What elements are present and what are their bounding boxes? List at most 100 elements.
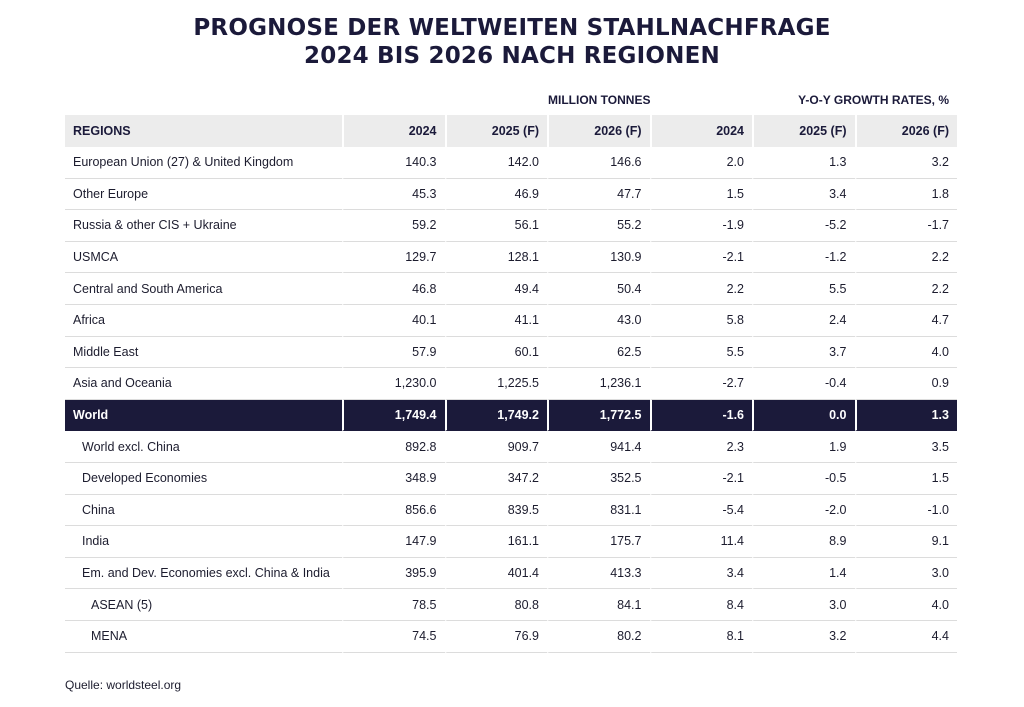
column-header-growth-2025: 2025 (F) [752,115,855,147]
tonnes-2024-cell: 59.2 [342,210,445,242]
region-cell: Africa [65,305,342,337]
tonnes-2026-cell: 1,236.1 [547,368,650,400]
growth-2025-cell: 3.2 [752,620,855,653]
growth-2024-cell: 8.4 [649,589,752,621]
group-label-yoy-growth: Y-O-Y GROWTH RATES, % [798,93,949,107]
growth-2026-cell: 4.0 [854,589,957,621]
table-row: Other Europe 45.3 46.9 47.7 1.5 3.4 1.8 [65,178,957,211]
growth-2026-cell: 0.9 [854,368,957,400]
growth-2026-cell: 1.5 [854,462,957,495]
table-row: European Union (27) & United Kingdom 140.… [65,147,957,179]
tonnes-2025-cell: 142.0 [444,147,547,179]
tonnes-2026-cell: 146.6 [547,147,650,179]
region-cell: Middle East [65,337,342,369]
growth-2025-cell: 3.4 [752,178,855,211]
region-cell: World [65,399,342,432]
tonnes-2024-cell: 57.9 [342,336,445,369]
growth-2026-cell: 3.2 [854,147,957,179]
tonnes-2026-cell: 47.7 [547,178,650,211]
tonnes-2025-cell: 46.9 [444,178,547,211]
growth-2024-cell: -5.4 [649,494,752,527]
tonnes-2024-cell: 1,749.4 [342,399,445,432]
tonnes-2025-cell: 41.1 [444,304,547,337]
growth-2025-cell: 3.0 [752,589,855,621]
region-cell: Russia & other CIS + Ukraine [65,210,342,242]
tonnes-2025-cell: 909.7 [444,431,547,463]
growth-2026-cell: 9.1 [854,526,957,558]
tonnes-2025-cell: 161.1 [444,526,547,558]
tonnes-2025-cell: 401.4 [444,557,547,590]
growth-2026-cell: 4.7 [854,304,957,337]
region-cell: China [65,495,342,527]
table-row: USMCA 129.7 128.1 130.9 -2.1 -1.2 2.2 [65,241,957,274]
growth-2024-cell: 2.3 [649,431,752,463]
growth-2024-cell: 5.5 [649,336,752,369]
tonnes-2025-cell: 76.9 [444,620,547,653]
tonnes-2026-cell: 831.1 [547,494,650,527]
column-header-tonnes-2025: 2025 (F) [444,115,547,147]
tonnes-2025-cell: 1,225.5 [444,368,547,400]
tonnes-2026-cell: 55.2 [547,210,650,242]
growth-2024-cell: 2.2 [649,273,752,305]
growth-2025-cell: 1.4 [752,557,855,590]
tonnes-2026-cell: 352.5 [547,462,650,495]
group-label-million-tonnes: MILLION TONNES [548,93,651,107]
region-cell: Developed Economies [65,463,342,495]
page-title: PROGNOSE DER WELTWEITEN STAHLNACHFRAGE 2… [0,14,1024,70]
growth-2025-cell: 5.5 [752,273,855,305]
column-header-regions: REGIONS [65,115,342,147]
growth-2025-cell: -1.2 [752,241,855,274]
tonnes-2024-cell: 140.3 [342,147,445,179]
growth-2025-cell: -0.5 [752,462,855,495]
tonnes-2025-cell: 60.1 [444,336,547,369]
tonnes-2024-cell: 856.6 [342,494,445,527]
table-row: Middle East 57.9 60.1 62.5 5.5 3.7 4.0 [65,336,957,369]
tonnes-2024-cell: 46.8 [342,273,445,305]
table-row: India 147.9 161.1 175.7 11.4 8.9 9.1 [65,526,957,558]
table-row: ASEAN (5) 78.5 80.8 84.1 8.4 3.0 4.0 [65,589,957,621]
growth-2024-cell: -1.6 [649,399,752,432]
growth-2024-cell: 11.4 [649,526,752,558]
tonnes-2026-cell: 62.5 [547,336,650,369]
table-row-world: World 1,749.4 1,749.2 1,772.5 -1.6 0.0 1.3 [65,399,957,432]
growth-2024-cell: 3.4 [649,557,752,590]
tonnes-2026-cell: 43.0 [547,304,650,337]
growth-2024-cell: 1.5 [649,178,752,211]
growth-2024-cell: 8.1 [649,620,752,653]
growth-2025-cell: 1.3 [752,147,855,179]
region-cell: ASEAN (5) [65,589,342,621]
growth-2024-cell: -2.1 [649,462,752,495]
growth-2026-cell: 3.5 [854,431,957,463]
tonnes-2024-cell: 78.5 [342,589,445,621]
table-row: China 856.6 839.5 831.1 -5.4 -2.0 -1.0 [65,494,957,527]
growth-2024-cell: 5.8 [649,304,752,337]
table-row: Asia and Oceania 1,230.0 1,225.5 1,236.1 -2.… [65,368,957,400]
growth-2025-cell: 8.9 [752,526,855,558]
growth-2024-cell: -1.9 [649,210,752,242]
steel-demand-table: REGIONS 2024 2025 (F) 2026 (F) 2024 2025… [65,115,957,653]
title-line-1: PROGNOSE DER WELTWEITEN STAHLNACHFRAGE [193,15,831,41]
tonnes-2025-cell: 49.4 [444,273,547,305]
growth-2026-cell: -1.7 [854,210,957,242]
column-header-tonnes-2024: 2024 [342,115,445,147]
tonnes-2025-cell: 347.2 [444,462,547,495]
region-cell: Asia and Oceania [65,368,342,400]
growth-2025-cell: 2.4 [752,304,855,337]
table-row: World excl. China 892.8 909.7 941.4 2.3 1.9 3.… [65,431,957,463]
table-row: Russia & other CIS + Ukraine 59.2 56.1 55.2… [65,210,957,242]
tonnes-2026-cell: 80.2 [547,620,650,653]
growth-2026-cell: 2.2 [854,241,957,274]
region-cell: Em. and Dev. Economies excl. China & Ind… [65,558,342,590]
table-header-row: REGIONS 2024 2025 (F) 2026 (F) 2024 2025… [65,115,957,147]
growth-2024-cell: -2.1 [649,241,752,274]
growth-2025-cell: -5.2 [752,210,855,242]
region-cell: World excl. China [65,431,342,463]
tonnes-2026-cell: 50.4 [547,273,650,305]
tonnes-2025-cell: 128.1 [444,241,547,274]
growth-2025-cell: -0.4 [752,368,855,400]
tonnes-2024-cell: 40.1 [342,304,445,337]
tonnes-2026-cell: 130.9 [547,241,650,274]
tonnes-2024-cell: 348.9 [342,462,445,495]
source-note: Quelle: worldsteel.org [65,678,182,692]
region-cell: USMCA [65,242,342,274]
